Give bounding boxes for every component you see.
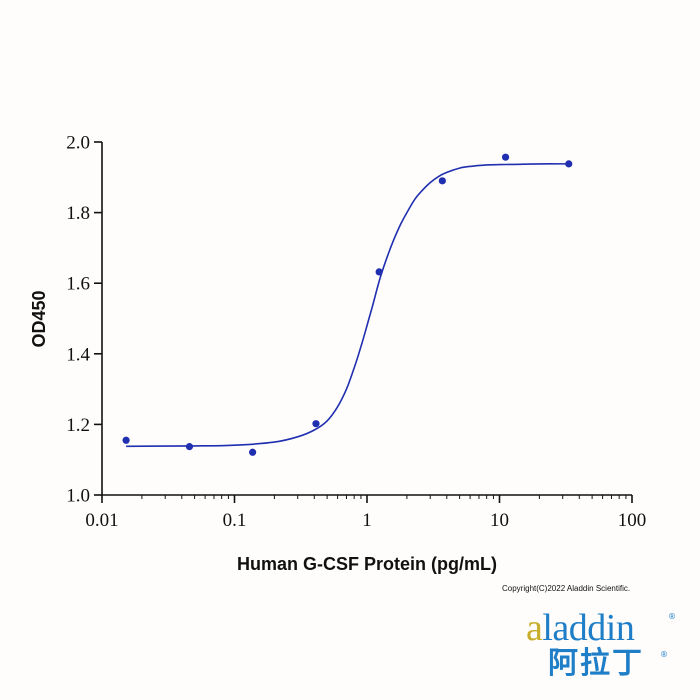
registered-mark-cjk: ® [660, 650, 668, 659]
y-tick-label: 1.2 [66, 415, 90, 436]
data-point [122, 436, 130, 444]
data-points-layer [122, 153, 573, 456]
logo-cjk-wordmark: 阿拉丁 [548, 646, 644, 681]
x-tick-label: 1 [362, 510, 372, 531]
x-tick-label: 100 [618, 510, 647, 531]
y-tick-label: 1.8 [66, 203, 90, 224]
fit-curve [126, 163, 569, 448]
y-tick-label: 2.0 [66, 133, 90, 154]
data-point [438, 177, 446, 185]
y-tick-label: 1.6 [66, 274, 90, 295]
x-tick-label: 10 [490, 510, 509, 531]
fit-curve-layer [126, 163, 569, 448]
data-point [375, 268, 383, 276]
x-axis-title: Human G-CSF Protein (pg/mL) [237, 554, 497, 574]
brand-logo: aladdin ® 阿拉丁 ® [520, 606, 680, 690]
data-point [249, 448, 257, 456]
data-point [501, 153, 510, 161]
data-point [185, 443, 194, 451]
axes: 1.0 1.2 1.4 1.6 1.8 2.0 0.01 0.1 1 10 100 [66, 133, 646, 532]
registered-mark: ® [668, 612, 676, 621]
data-point [312, 420, 320, 428]
y-tick-label: 1.0 [66, 486, 90, 507]
copyright-notice: Copyright(C)2022 Aladdin Scientific. [502, 584, 631, 593]
x-tick-label: 0.1 [223, 510, 247, 531]
logo-wordmark: aladdin [526, 607, 635, 649]
y-axis-title: OD450 [29, 290, 49, 347]
y-tick-label: 1.4 [66, 344, 90, 365]
logo-accent-letter: a [526, 607, 543, 649]
data-point [565, 160, 573, 168]
x-tick-label: 0.01 [85, 510, 118, 531]
